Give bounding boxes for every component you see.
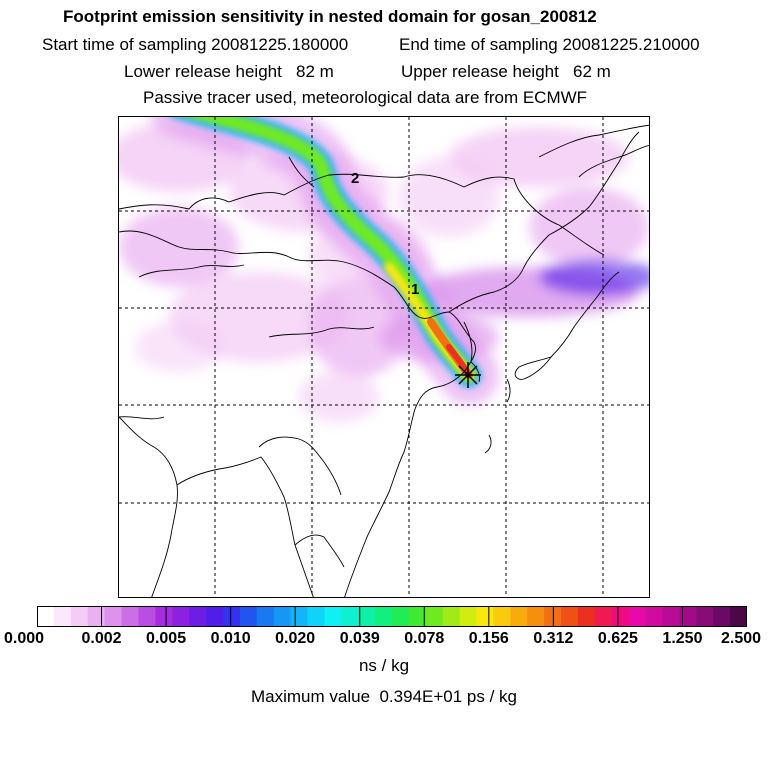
tracer-note-text: Passive tracer used, meteorological data… bbox=[143, 88, 588, 107]
colorbar-tick-label: 0.002 bbox=[81, 630, 122, 647]
colorbar-swatch bbox=[121, 606, 139, 627]
colorbar-swatch bbox=[577, 606, 596, 627]
trajectory-label-1: 1 bbox=[411, 281, 419, 298]
release-site-star-icon bbox=[455, 362, 481, 388]
colorbar-tick-label: 0.000 bbox=[3, 630, 45, 647]
upper-release-text: Upper release height 62 m bbox=[401, 62, 611, 81]
lower-release-text: Lower release height 82 m bbox=[124, 62, 334, 81]
colorbar-swatch bbox=[256, 606, 275, 627]
colorbar-swatch bbox=[628, 606, 647, 627]
colorbar-tick-label: 0.005 bbox=[146, 630, 187, 647]
colorbar-tick-label: 0.625 bbox=[597, 630, 638, 647]
colorbar-tick-label: 0.010 bbox=[210, 630, 251, 647]
colorbar-swatch bbox=[87, 606, 106, 627]
colorbar-swatch bbox=[594, 606, 613, 627]
colorbar-unit: ns / kg bbox=[358, 656, 410, 675]
graticule bbox=[119, 117, 649, 597]
colorbar-swatch bbox=[273, 606, 292, 627]
coastlines bbox=[119, 124, 649, 597]
plot-title: Footprint emission sensitivity in nested… bbox=[63, 7, 597, 26]
end-sampling-text: End time of sampling 20081225.210000 bbox=[399, 35, 700, 54]
colorbar-swatch bbox=[611, 606, 630, 627]
colorbar-swatch bbox=[290, 606, 308, 627]
colorbar-swatch bbox=[696, 606, 714, 627]
colorbar-tick-label: 2.500 bbox=[720, 630, 762, 647]
sampling-time-row: Start time of sampling 20081225.180000 E… bbox=[0, 35, 768, 95]
colorbar-swatch bbox=[172, 606, 190, 627]
release-height-row: Lower release height 82 m Upper release … bbox=[0, 62, 768, 122]
colorbar-swatch bbox=[37, 606, 55, 627]
colorbar-swatch bbox=[189, 606, 207, 627]
colorbar-swatch bbox=[730, 606, 747, 627]
colorbar-swatch bbox=[70, 606, 89, 627]
colorbar-tick-label: 0.039 bbox=[339, 630, 380, 647]
colorbar-swatch bbox=[510, 606, 528, 627]
colorbar-swatch bbox=[544, 606, 562, 627]
colorbar-swatch bbox=[206, 606, 224, 627]
trajectory-label-2: 2 bbox=[351, 170, 359, 187]
colorbar-swatch bbox=[425, 606, 444, 627]
colorbar-border bbox=[37, 606, 747, 627]
colorbar-swatch bbox=[53, 606, 72, 627]
colorbar-swatch bbox=[459, 606, 478, 627]
colorbar-swatch bbox=[408, 606, 427, 627]
trajectory-plume bbox=[150, 117, 499, 405]
colorbar-tick-label: 0.020 bbox=[275, 630, 316, 647]
colorbar-swatch bbox=[476, 606, 494, 627]
maximum-value-text: Maximum value 0.394E+01 ps / kg bbox=[251, 687, 517, 706]
colorbar-swatch bbox=[341, 606, 359, 627]
colorbar-swatch bbox=[324, 606, 342, 627]
colorbar-swatch bbox=[307, 606, 325, 627]
colorbar-swatch bbox=[239, 606, 258, 627]
colorbar-swatch bbox=[645, 606, 663, 627]
colorbar-swatch bbox=[358, 606, 376, 627]
colorbar-swatch bbox=[662, 606, 680, 627]
colorbar-swatch bbox=[442, 606, 461, 627]
colorbar-tick-label: 0.078 bbox=[404, 630, 445, 647]
colorbar-swatch bbox=[222, 606, 241, 627]
plot-title-row: Footprint emission sensitivity in nested… bbox=[0, 7, 768, 47]
colorbar-swatch bbox=[679, 606, 697, 627]
colorbar-swatch bbox=[392, 606, 410, 627]
colorbar-swatch bbox=[375, 606, 393, 627]
colorbar-swatch bbox=[561, 606, 579, 627]
colorbar-tick-label: 0.156 bbox=[468, 630, 509, 647]
colorbar-swatch bbox=[104, 606, 123, 627]
colorbar-swatch bbox=[155, 606, 173, 627]
colorbar-tick-label: 1.250 bbox=[662, 630, 703, 647]
colorbar-tick-label: 0.312 bbox=[533, 630, 574, 647]
colorbar-swatch bbox=[713, 606, 731, 627]
start-sampling-text: Start time of sampling 20081225.180000 bbox=[42, 35, 349, 54]
map-canvas: 2 1 bbox=[119, 117, 649, 597]
colorbar bbox=[37, 606, 747, 627]
colorbar-swatch bbox=[493, 606, 511, 627]
tracer-note-row: Passive tracer used, meteorological data… bbox=[0, 88, 768, 128]
footprint-map: 2 1 bbox=[118, 116, 650, 598]
colorbar-swatch bbox=[527, 606, 545, 627]
colorbar-swatch bbox=[138, 606, 156, 627]
